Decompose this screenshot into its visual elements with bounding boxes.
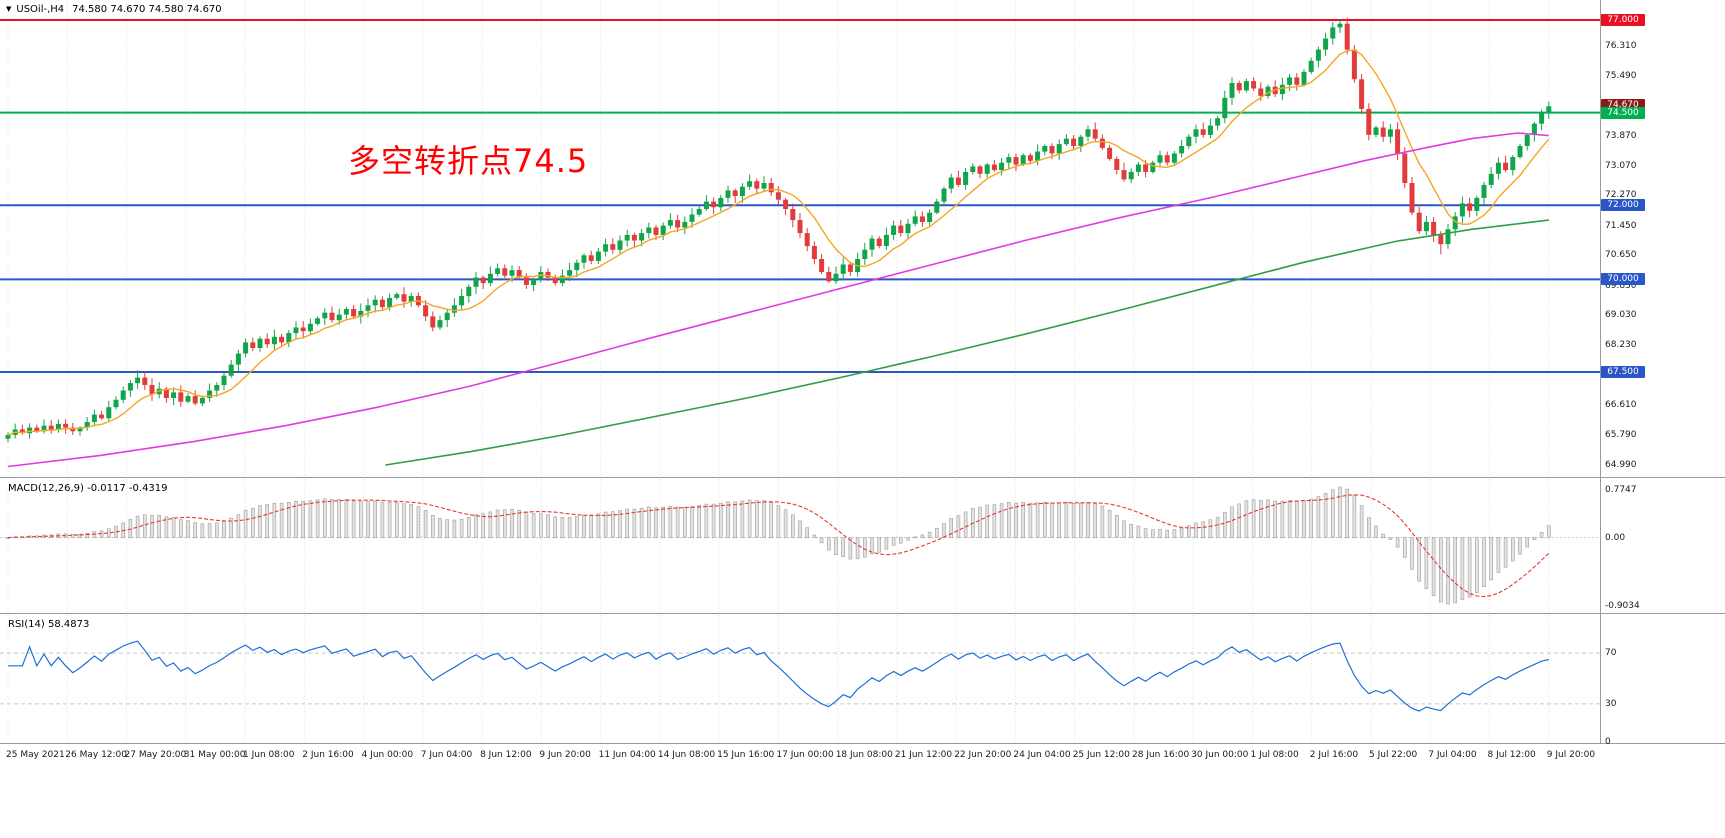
time-axis[interactable]: 25 May 2021 26 May 12:00 27 May 20:00 31 Ma… <box>0 744 1725 768</box>
annotation-text[interactable]: 多空转折点74.5 <box>348 142 589 180</box>
time-axis-label: 4 Jun 00:00 <box>361 750 414 760</box>
rsi-pane-canvas[interactable] <box>0 615 1600 742</box>
time-axis-label: 25 May 2021 <box>6 750 65 760</box>
price-axis[interactable]: 77.00076.31075.49074.67073.87073.07072.2… <box>1600 0 1725 747</box>
time-axis-label: 1 Jul 08:00 <box>1250 750 1299 760</box>
pane-separator <box>0 743 1725 744</box>
time-axis-label: 27 May 20:00 <box>124 750 187 760</box>
time-axis-label: 28 Jun 16:00 <box>1132 750 1190 760</box>
axis-label: -0.9034 <box>1605 601 1640 611</box>
time-axis-label: 7 Jul 04:00 <box>1428 750 1477 760</box>
axis-label: 73.070 <box>1605 160 1637 171</box>
axis-label: 69.030 <box>1605 310 1637 321</box>
time-axis-label: 24 Jun 04:00 <box>1013 750 1071 760</box>
time-axis-label: 22 Jun 20:00 <box>954 750 1012 760</box>
time-axis-label: 9 Jul 20:00 <box>1546 750 1596 760</box>
pane-separator[interactable] <box>0 477 1725 478</box>
price-line-badge: 70.000 <box>1601 273 1645 286</box>
time-axis-label: 5 Jul 22:00 <box>1369 750 1418 760</box>
macd-values: -0.0117 -0.4319 <box>87 483 168 494</box>
axis-label: 69.830 <box>1605 280 1637 291</box>
price-line-badge: 72.000 <box>1601 199 1645 212</box>
time-axis-label: 30 Jun 00:00 <box>1191 750 1249 760</box>
rsi-title: RSI(14) <box>8 619 45 630</box>
axis-label: 71.450 <box>1605 220 1637 231</box>
axis-label: 70.650 <box>1605 250 1637 261</box>
macd-pane-canvas[interactable] <box>0 479 1600 612</box>
rsi-indicator-label: RSI(14) 58.4873 <box>8 619 89 630</box>
symbol-dropdown-icon[interactable]: ▼ <box>6 5 12 13</box>
axis-label: 65.790 <box>1605 430 1637 441</box>
price-line-badge: 67.500 <box>1601 366 1645 378</box>
time-axis-label: 8 Jun 12:00 <box>480 750 532 760</box>
ohlc-values-label: 74.580 74.670 74.580 74.670 <box>72 4 222 15</box>
time-axis-label: 8 Jul 12:00 <box>1487 750 1536 760</box>
time-axis-label: 2 Jul 16:00 <box>1309 750 1359 760</box>
axis-label: 76.310 <box>1605 40 1637 51</box>
axis-label: 30 <box>1605 698 1617 709</box>
time-axis-label: 7 Jun 04:00 <box>420 750 473 760</box>
price-line-badge: 74.500 <box>1601 106 1645 119</box>
axis-label: 75.490 <box>1605 70 1637 81</box>
price-line-badge: 77.000 <box>1601 14 1645 26</box>
macd-indicator-label: MACD(12,26,9) -0.0117 -0.4319 <box>8 483 168 494</box>
time-axis-label: 31 May 00:00 <box>183 750 246 760</box>
time-axis-label: 1 Jun 08:00 <box>243 750 295 760</box>
axis-label: 64.990 <box>1605 460 1637 470</box>
axis-label: 70 <box>1605 648 1617 659</box>
axis-label: 72.270 <box>1605 190 1637 201</box>
price-axis-border <box>1600 0 1601 744</box>
axis-label: 66.610 <box>1605 400 1637 410</box>
axis-label: 0 <box>1605 737 1611 747</box>
axis-label: 68.230 <box>1605 340 1637 350</box>
time-axis-label: 11 Jun 04:00 <box>598 750 656 760</box>
symbol-period-label: USOil-,H4 <box>16 4 65 15</box>
time-axis-label: 15 Jun 16:00 <box>717 750 775 760</box>
macd-title: MACD(12,26,9) <box>8 483 84 494</box>
time-axis-label: 25 Jun 12:00 <box>1072 750 1130 760</box>
time-axis-label: 21 Jun 12:00 <box>894 750 953 760</box>
rsi-value: 58.4873 <box>47 619 90 630</box>
time-axis-label: 26 May 12:00 <box>65 750 128 760</box>
time-axis-label: 14 Jun 08:00 <box>657 750 716 760</box>
time-axis-label: 18 Jun 08:00 <box>835 750 893 760</box>
chart-header: ▼ USOil-,H4 74.580 74.670 74.580 74.670 <box>6 4 222 15</box>
time-axis-label: 17 Jun 00:00 <box>776 750 834 760</box>
axis-label: 73.870 <box>1605 131 1637 141</box>
axis-label: 0.7747 <box>1605 485 1637 495</box>
axis-label: 0.00 <box>1605 532 1626 543</box>
time-axis-label: 2 Jun 16:00 <box>302 750 354 760</box>
time-axis-label: 9 Jun 20:00 <box>539 750 591 760</box>
main-chart-canvas[interactable] <box>0 0 1600 477</box>
pane-separator[interactable] <box>0 613 1725 614</box>
